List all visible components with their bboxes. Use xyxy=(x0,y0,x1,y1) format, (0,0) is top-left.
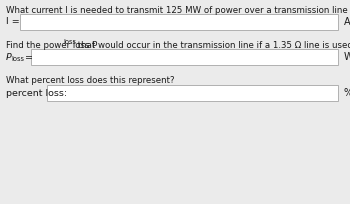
Text: P: P xyxy=(6,52,12,61)
Text: that would occur in the transmission line if a 1.35 Ω line is used to transmit 1: that would occur in the transmission lin… xyxy=(75,41,350,50)
Text: loss: loss xyxy=(11,56,24,62)
Text: loss: loss xyxy=(63,40,77,45)
Text: =: = xyxy=(22,52,33,61)
Text: Find the power loss P: Find the power loss P xyxy=(6,41,97,50)
Text: %: % xyxy=(344,88,350,98)
FancyBboxPatch shape xyxy=(47,85,338,101)
Text: A: A xyxy=(344,17,350,27)
FancyBboxPatch shape xyxy=(20,14,338,30)
Text: W: W xyxy=(344,52,350,62)
Text: What percent loss does this represent?: What percent loss does this represent? xyxy=(6,76,175,85)
Text: What current I is needed to transmit 125 MW of power over a transmission line he: What current I is needed to transmit 125… xyxy=(6,6,350,15)
FancyBboxPatch shape xyxy=(31,49,338,65)
Text: percent loss:: percent loss: xyxy=(6,89,67,98)
Text: I =: I = xyxy=(6,18,20,27)
